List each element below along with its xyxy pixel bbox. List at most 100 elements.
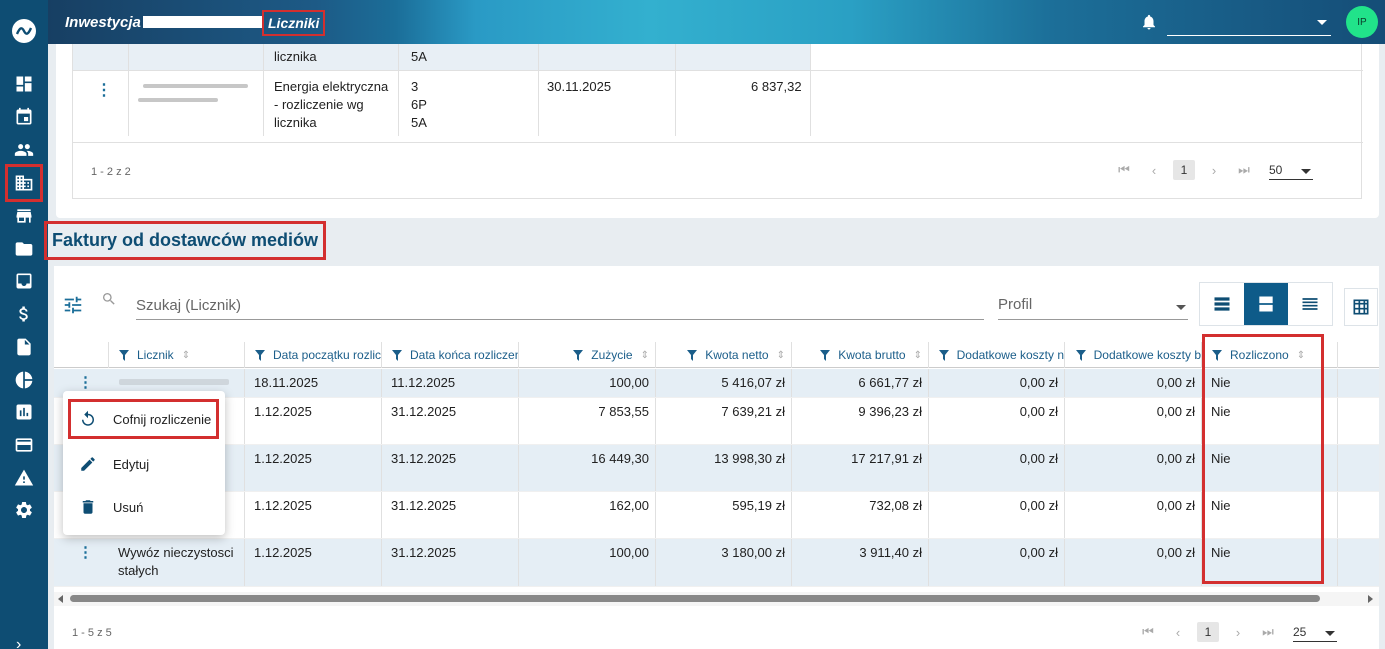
row-actions-icon[interactable]: ⋮ — [78, 544, 93, 561]
row2-meter-3: 5A — [411, 115, 427, 130]
page-size-select[interactable]: 25 — [1293, 622, 1337, 642]
last-page-icon[interactable]: ⏭ — [1238, 162, 1250, 177]
app-logo-icon[interactable] — [12, 19, 36, 43]
header-settled[interactable]: Rozliczono ⇕ — [1202, 342, 1338, 368]
next-page-icon[interactable]: › — [1235, 624, 1241, 640]
horizontal-scrollbar[interactable] — [54, 592, 1379, 606]
last-page-icon[interactable]: ⏭ — [1262, 624, 1274, 639]
delete-menu-item[interactable]: Usuń — [63, 487, 225, 527]
page-size-value: 50 — [1269, 163, 1283, 177]
cell-gross: 732,08 zł — [792, 492, 929, 538]
cell-start: 1.12.2025 — [245, 492, 382, 538]
dashboard-icon[interactable] — [12, 72, 36, 96]
pagination-summary: 1 - 5 z 5 — [72, 627, 112, 639]
header-end-date[interactable]: Data końca rozliczen — [382, 342, 519, 368]
current-page[interactable]: 1 — [1197, 622, 1219, 642]
current-page[interactable]: 1 — [1173, 160, 1195, 180]
document-icon[interactable] — [12, 335, 36, 359]
sort-icon[interactable]: ⇕ — [1296, 349, 1306, 361]
next-page-icon[interactable]: › — [1211, 162, 1217, 178]
cell-licznik — [109, 369, 245, 397]
cell-licznik — [109, 492, 245, 538]
first-page-icon[interactable]: ⏮ — [1118, 162, 1130, 177]
pagination: ⏮ ‹ 1 › ⏭ 50 — [1113, 160, 1313, 180]
people-icon[interactable] — [12, 138, 36, 162]
header-extra-net[interactable]: Dodatkowe koszty n — [929, 342, 1065, 368]
folder-icon[interactable] — [12, 237, 36, 261]
table-row[interactable]: 1.12.2025 31.12.2025 16 449,30 13 998,30… — [54, 445, 1379, 492]
filter-funnel-icon[interactable] — [1075, 349, 1086, 361]
search-icon — [101, 291, 117, 310]
chevron-down-icon — [1301, 169, 1311, 174]
column-chooser-grid-icon[interactable] — [1344, 288, 1378, 326]
table-row[interactable]: 1.12.2025 31.12.2025 7 853,55 7 639,21 z… — [54, 398, 1379, 445]
header-licznik[interactable]: Licznik ⇕ — [109, 342, 245, 368]
inbox-icon[interactable] — [12, 269, 36, 293]
column-divider — [810, 44, 811, 136]
row-actions-icon[interactable]: ⋮ — [78, 374, 93, 391]
header-net[interactable]: Kwota netto ⇕ — [656, 342, 792, 368]
store-icon[interactable] — [12, 204, 36, 228]
credit-card-icon[interactable] — [12, 433, 36, 457]
row-actions-icon[interactable]: ⋮ — [96, 82, 112, 99]
density-compact-button[interactable] — [1200, 283, 1244, 325]
edit-menu-item[interactable]: Edytuj — [63, 444, 225, 484]
prev-page-icon[interactable]: ‹ — [1151, 162, 1157, 178]
cell-end: 31.12.2025 — [382, 398, 519, 444]
menu-item-label: Usuń — [113, 499, 144, 515]
search-input[interactable] — [136, 292, 984, 320]
sort-icon[interactable]: ⇕ — [913, 349, 922, 361]
sort-icon[interactable]: ⇕ — [181, 349, 191, 361]
notifications-bell-icon[interactable] — [1140, 12, 1158, 35]
user-select-dropdown[interactable] — [1167, 12, 1331, 36]
building-icon[interactable] — [5, 164, 43, 202]
header-start-date[interactable]: Data początku rozlic — [245, 342, 382, 368]
cell-extra-net: 0,00 zł — [929, 369, 1065, 397]
dollar-icon[interactable] — [12, 302, 36, 326]
undo-settlement-menu-item[interactable]: Cofnij rozliczenie — [68, 399, 219, 439]
calendar-icon[interactable] — [12, 105, 36, 129]
bar-chart-icon[interactable] — [12, 400, 36, 424]
prev-page-icon[interactable]: ‹ — [1175, 624, 1181, 640]
density-toggle-group — [1199, 282, 1333, 326]
header-label: Kwota netto — [705, 348, 769, 362]
filter-funnel-icon[interactable] — [392, 349, 402, 361]
header-gross[interactable]: Kwota brutto ⇕ — [792, 342, 929, 368]
page-size-select[interactable]: 50 — [1269, 160, 1313, 180]
header-usage[interactable]: Zużycie ⇕ — [519, 342, 656, 368]
density-standard-button[interactable] — [1244, 283, 1288, 325]
profile-select[interactable]: Profil — [998, 292, 1188, 320]
table-row[interactable]: ⋮ 18.11.2025 11.12.2025 100,00 5 416,07 … — [54, 369, 1379, 398]
scroll-right-icon[interactable] — [1368, 595, 1373, 603]
filter-settings-icon[interactable] — [62, 294, 84, 319]
page-size-value: 25 — [1293, 625, 1307, 639]
breadcrumb-current[interactable]: Liczniki — [262, 10, 326, 36]
scroll-left-icon[interactable] — [58, 595, 63, 603]
row2-type-line2: - rozliczenie wg — [274, 97, 364, 112]
filter-funnel-icon[interactable] — [938, 349, 949, 361]
sort-icon[interactable]: ⇕ — [776, 349, 785, 361]
expand-sidebar-icon[interactable]: › — [16, 636, 22, 649]
row2-type-line3: licznika — [274, 115, 317, 130]
blurred-text — [119, 379, 229, 385]
header-extra-gross[interactable]: Dodatkowe koszty b — [1065, 342, 1202, 368]
user-avatar[interactable]: IP — [1346, 6, 1378, 38]
filter-funnel-icon[interactable] — [573, 349, 584, 361]
cell-extra-gross: 0,00 zł — [1065, 398, 1202, 444]
density-comfortable-button[interactable] — [1288, 283, 1332, 325]
scrollbar-thumb[interactable] — [70, 595, 1320, 602]
sort-icon[interactable]: ⇕ — [640, 349, 649, 361]
settings-icon[interactable] — [12, 498, 36, 522]
warning-icon[interactable] — [12, 466, 36, 490]
filter-funnel-icon[interactable] — [255, 349, 265, 361]
pie-chart-icon[interactable] — [12, 368, 36, 392]
filter-funnel-icon[interactable] — [1212, 349, 1222, 361]
filter-funnel-icon[interactable] — [820, 349, 831, 361]
cell-end: 31.12.2025 — [382, 492, 519, 538]
filter-funnel-icon[interactable] — [687, 349, 698, 361]
table-row[interactable]: ⋮ Wywóz nieczystosci stałych 1.12.2025 3… — [54, 539, 1379, 587]
first-page-icon[interactable]: ⏮ — [1142, 624, 1154, 639]
filter-funnel-icon[interactable] — [119, 349, 129, 361]
trash-icon — [82, 500, 94, 514]
table-row[interactable]: 1.12.2025 31.12.2025 162,00 595,19 zł 73… — [54, 492, 1379, 539]
